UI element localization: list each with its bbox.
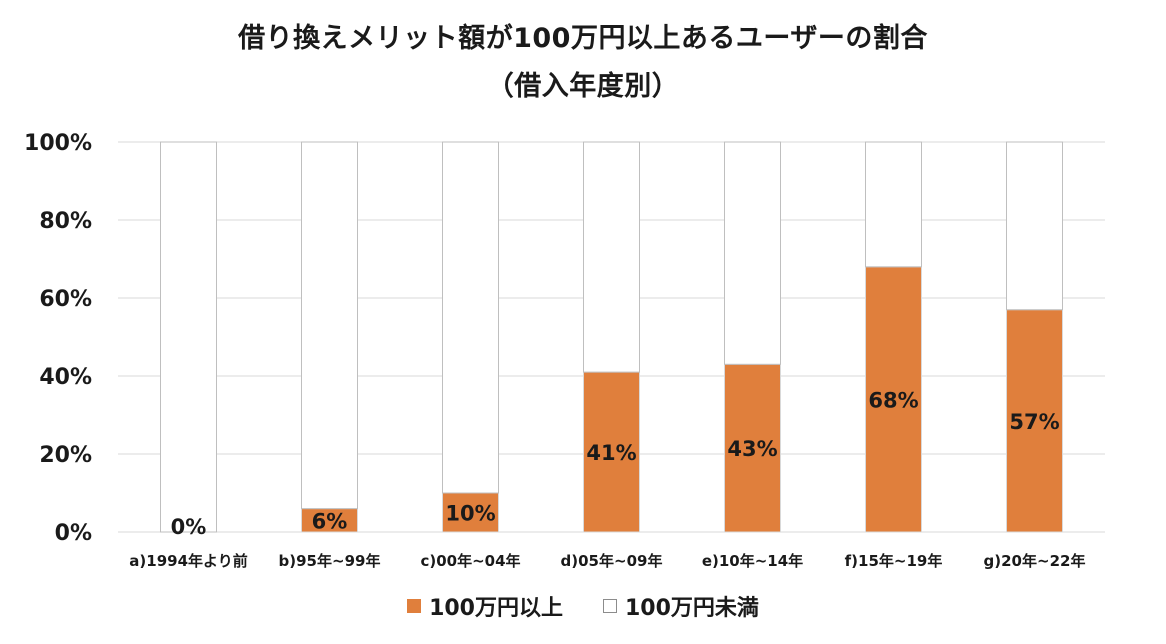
- y-axis-ticks: 0% 20% 40% 60% 80% 100%: [24, 131, 92, 546]
- bar-segment-above: [724, 363, 781, 533]
- y-tick-label: 100%: [24, 131, 92, 156]
- y-tick-label: 40%: [39, 365, 92, 390]
- data-label: 57%: [1009, 410, 1059, 434]
- bar-segment-above: [583, 371, 640, 533]
- data-label: 0%: [171, 515, 207, 539]
- bar-segment-below: [583, 141, 640, 373]
- legend-label-below: 100万円未満: [625, 596, 759, 621]
- legend-swatch-below: [603, 599, 617, 613]
- x-tick-label: g)20年~22年: [984, 552, 1086, 570]
- y-tick-label: 0%: [55, 521, 92, 546]
- bar-chart: 0% 20% 40% 60% 80% 100% a)1994年より前 b)95年~99年 c)…: [24, 131, 1105, 570]
- data-labels: 0% 6% 10% 41% 43% 68% 57%: [171, 388, 1060, 539]
- legend-swatch-above: [407, 599, 422, 613]
- x-tick-label: f)15年~19年: [845, 552, 943, 570]
- legend-label-above: 100万円以上: [429, 596, 563, 621]
- x-axis-ticks: a)1994年より前 b)95年~99年 c)00年~04年 d)05年~09年 e)1…: [129, 552, 1085, 570]
- legend-item-below: 100万円未満: [603, 590, 759, 622]
- data-label: 10%: [445, 502, 495, 526]
- y-tick-label: 60%: [39, 287, 92, 312]
- y-tick-label: 80%: [39, 209, 92, 234]
- bar-segment-below: [1006, 141, 1063, 311]
- x-tick-label: e)10年~14年: [702, 552, 803, 570]
- data-label: 68%: [868, 388, 918, 412]
- bar-segment-above: [1006, 309, 1063, 533]
- data-label: 6%: [312, 509, 348, 533]
- data-label: 43%: [727, 437, 777, 461]
- bar-segment-below: [301, 141, 358, 510]
- bar-segment-below: [724, 141, 781, 365]
- data-label: 41%: [586, 441, 636, 465]
- chart-subtitle: （借入年度別）: [486, 71, 680, 102]
- x-tick-label: d)05年~09年: [561, 552, 663, 570]
- x-tick-label: b)95年~99年: [279, 552, 381, 570]
- bar-segment-below: [442, 141, 499, 494]
- bar-segment-below: [865, 141, 922, 268]
- y-tick-label: 20%: [39, 443, 92, 468]
- x-tick-label: c)00年~04年: [420, 552, 520, 570]
- chart-title: 借り換えメリット額が100万円以上あるユーザーの割合: [238, 23, 928, 54]
- bars: [160, 141, 1063, 533]
- bar-segment-above: [865, 266, 922, 533]
- legend: 100万円以上 100万円未満: [0, 590, 1166, 622]
- bar-segment-above: [442, 492, 499, 533]
- legend-item-above: 100万円以上: [407, 590, 563, 622]
- x-tick-label: a)1994年より前: [129, 552, 247, 570]
- bar-segment-below: [160, 141, 217, 533]
